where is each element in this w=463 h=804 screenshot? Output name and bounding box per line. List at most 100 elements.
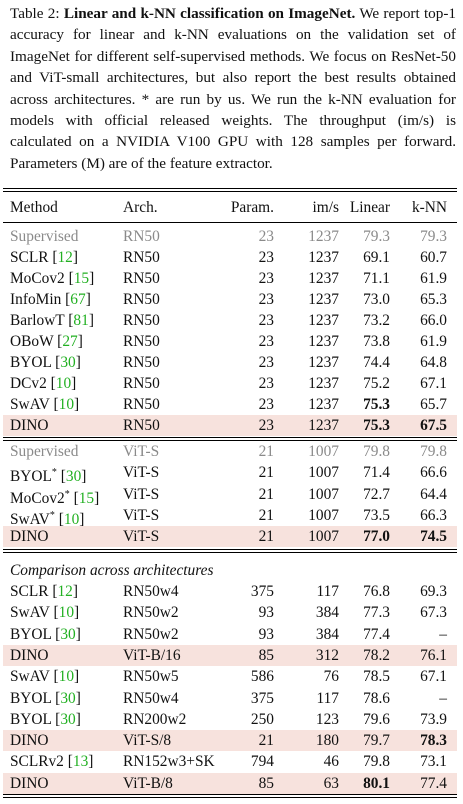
citation-link[interactable]: [30] (51, 354, 81, 371)
method-cell: OBoW [27] (10, 331, 83, 352)
section-rule-2 (3, 549, 457, 550)
citation-link[interactable]: [30] (51, 625, 81, 643)
citation-number[interactable]: 15 (73, 270, 90, 287)
method-cell: DINO (10, 773, 48, 794)
param-cell: 23 (258, 333, 274, 350)
method-name: Supervised (10, 443, 79, 460)
linear-cell: 77.0 (363, 528, 390, 546)
throughput-cell: 76 (323, 668, 339, 686)
method-cell: SCLR [12] (10, 581, 78, 602)
table-row: BYOL [30] RN50w4 375 117 78.6 – (3, 688, 457, 709)
method-name: SCLR (10, 249, 49, 266)
linear-cell: 75.2 (363, 375, 390, 392)
table-row: MoCov2 [15] RN50 23 1237 71.1 61.9 (3, 268, 457, 289)
method-cell: InfoMin [67] (10, 289, 91, 310)
arch-cell: RN50 (123, 417, 160, 434)
citation-number[interactable]: 10 (63, 511, 80, 529)
citation-number[interactable]: 81 (73, 312, 89, 329)
method-cell: SwAV* [10] (10, 505, 84, 530)
citation-number[interactable]: 10 (58, 396, 75, 413)
method-name: DINO (10, 774, 49, 792)
caption-title: Linear and k-NN classification on ImageN… (63, 5, 356, 22)
param-cell: 23 (258, 396, 274, 413)
citation-number[interactable]: 30 (65, 468, 82, 486)
table-caption: Table 2: Linear and k-NN classification … (10, 3, 456, 174)
arch-cell: RN50w4 (123, 583, 179, 600)
method-cell: BYOL* [30] (10, 462, 86, 487)
param-cell: 21 (258, 528, 274, 546)
method-cell: SCLRv2 [13] (10, 751, 93, 772)
linear-cell: 79.8 (363, 753, 390, 771)
citation-link[interactable]: [15] (69, 489, 100, 507)
citation-link[interactable]: [13] (63, 753, 94, 771)
arch-cell: RN50 (123, 396, 160, 413)
citation-number[interactable]: 30 (60, 689, 76, 707)
table-row: SwAV* [10] ViT-S 21 1007 73.5 66.3 (3, 505, 457, 528)
citation-number[interactable]: 15 (78, 489, 95, 507)
arch-cell: RN50 (123, 270, 160, 287)
method-name: DINO (10, 646, 49, 664)
method-cell: BYOL [30] (10, 352, 81, 373)
knn-cell: 67.1 (420, 375, 447, 392)
citation-link[interactable]: [30] (51, 710, 81, 728)
header-method: Method (10, 199, 58, 216)
citation-link[interactable]: [81] (64, 312, 94, 329)
citation-link[interactable]: [10] (54, 511, 85, 529)
method-cell: Supervised (10, 226, 78, 247)
method-cell: SwAV [10] (10, 602, 79, 623)
linear-cell: 77.4 (363, 625, 390, 643)
param-cell: 21 (258, 485, 274, 503)
citation-link[interactable]: [67] (61, 291, 91, 308)
citation-number[interactable]: 12 (57, 249, 73, 266)
throughput-cell: 1007 (308, 528, 339, 546)
citation-number[interactable]: 13 (72, 753, 89, 771)
throughput-cell: 46 (323, 753, 339, 771)
citation-number[interactable]: 30 (60, 354, 76, 371)
throughput-cell: 1237 (308, 312, 339, 329)
throughput-cell: 1237 (308, 396, 339, 413)
citation-link[interactable]: [27] (53, 333, 83, 350)
citation-link[interactable]: [10] (49, 604, 80, 622)
citation-number[interactable]: 10 (58, 604, 75, 622)
table-row: DINO RN50 23 1237 75.3 67.5 (3, 415, 457, 436)
param-cell: 23 (258, 228, 274, 245)
method-name: Supervised (10, 228, 79, 245)
arch-cell: ViT-S (123, 485, 160, 503)
citation-number[interactable]: 30 (60, 710, 76, 728)
header-param: Param. (230, 199, 274, 216)
throughput-cell: 1237 (308, 228, 339, 245)
citation-number[interactable]: 10 (58, 668, 75, 686)
linear-cell: 71.1 (363, 270, 390, 287)
citation-link[interactable]: [10] (46, 375, 77, 392)
run-by-us-mark: * (51, 467, 57, 479)
throughput-cell: 117 (316, 689, 339, 707)
arch-cell: ViT-B/8 (123, 774, 173, 792)
citation-link[interactable]: [10] (49, 396, 80, 413)
citation-number[interactable]: 30 (60, 625, 76, 643)
citation-link[interactable]: [15] (64, 270, 95, 287)
method-name: DINO (10, 417, 49, 434)
citation-link[interactable]: [30] (56, 468, 87, 486)
param-cell: 85 (258, 646, 274, 664)
arch-cell: RN50w2 (123, 604, 179, 622)
method-cell: DCv2 [10] (10, 373, 76, 394)
table-row: BarlowT [81] RN50 23 1237 73.2 66.0 (3, 310, 457, 331)
citation-number[interactable]: 12 (57, 583, 73, 600)
section-rule-1 (3, 437, 457, 438)
knn-cell: 64.8 (420, 354, 447, 371)
citation-link[interactable]: [10] (49, 668, 80, 686)
method-cell: BYOL [30] (10, 688, 81, 709)
arch-cell: RN50 (123, 249, 160, 266)
citation-number[interactable]: 10 (55, 375, 72, 392)
run-by-us-mark: * (64, 488, 70, 500)
citation-link[interactable]: [12] (48, 583, 79, 600)
citation-link[interactable]: [12] (48, 249, 79, 266)
linear-cell: 73.8 (363, 333, 390, 350)
arch-cell: ViT-S (123, 464, 160, 482)
table-row: BYOL [30] RN50 23 1237 74.4 64.8 (3, 352, 457, 373)
citation-number[interactable]: 27 (62, 333, 78, 350)
top-rule-2 (3, 191, 457, 192)
method-name: SwAV (10, 668, 50, 686)
citation-link[interactable]: [30] (51, 689, 81, 707)
citation-number[interactable]: 67 (70, 291, 86, 308)
